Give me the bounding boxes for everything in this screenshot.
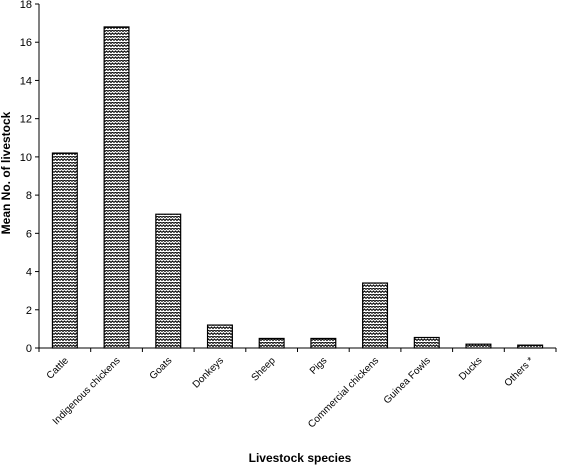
x-tick-label: Sheep — [250, 355, 279, 384]
bar-others — [518, 345, 543, 348]
y-axis-title: Mean No. of livestock — [0, 111, 13, 234]
bar-sheep — [259, 338, 284, 348]
x-tick-label: Cattle — [45, 355, 72, 382]
y-tick-label: 0 — [26, 343, 32, 355]
bar-indigenous-chickens — [104, 27, 129, 348]
bar-cattle — [52, 153, 77, 348]
bars — [52, 27, 542, 348]
bar-donkeys — [208, 325, 233, 348]
x-tick-label: Pigs — [308, 355, 330, 377]
x-tick-label: Others * — [503, 355, 537, 389]
y-tick-label: 18 — [20, 0, 32, 11]
y-tick-label: 14 — [20, 75, 32, 87]
y-tick-label: 8 — [26, 190, 32, 202]
y-tick-label: 12 — [20, 114, 32, 126]
bar-commercial-chickens — [363, 283, 388, 348]
y-tick-label: 6 — [26, 228, 32, 240]
bar-guinea-fowls — [414, 337, 439, 348]
bar-ducks — [466, 344, 491, 348]
y-tick-label: 10 — [20, 152, 32, 164]
y-tick-label: 4 — [26, 267, 32, 279]
x-tick-label: Donkeys — [191, 355, 226, 390]
x-axis-title: Livestock species — [249, 451, 352, 465]
y-tick-label: 16 — [20, 37, 32, 49]
x-tick-label: Guinea Fowls — [382, 355, 433, 406]
x-tick-label: Ducks — [457, 355, 484, 382]
y-axis: 0 2 4 6 8 10 12 14 16 18 — [20, 0, 39, 355]
x-tick-label: Goats — [148, 355, 175, 382]
bar-pigs — [311, 338, 336, 348]
bar-goats — [156, 214, 181, 348]
y-tick-label: 2 — [26, 305, 32, 317]
